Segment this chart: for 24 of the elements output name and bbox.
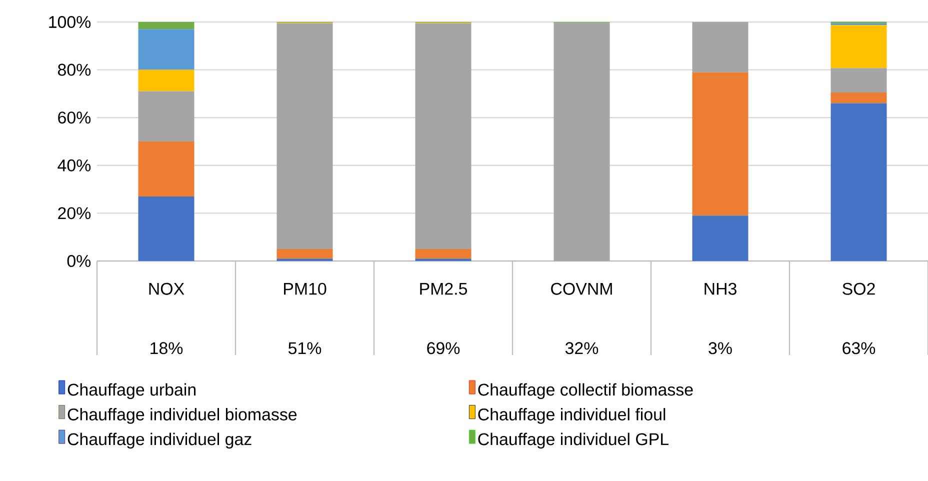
text: 51% xyxy=(288,342,322,354)
y-tick-label: 60% xyxy=(58,112,91,124)
text: 63% xyxy=(842,342,876,354)
y-tick-label: 20% xyxy=(58,207,91,220)
x-tick-label: NOX xyxy=(149,282,184,295)
legend-label: Chauffage individuel fioul xyxy=(478,408,666,424)
x-tick-label: PM2.5 xyxy=(420,282,468,295)
text: 18% xyxy=(150,342,183,354)
legend-label: Chauffage individuel biomasse xyxy=(68,408,297,424)
legend-label: Chauffage collectif biomasse xyxy=(478,383,693,400)
text: 69% xyxy=(427,342,460,354)
x-tick-label: SO2 xyxy=(842,282,875,295)
legend-label: Chauffage individuel GPL xyxy=(478,432,669,449)
y-tick-label: 0% xyxy=(67,255,91,267)
text: 32% xyxy=(565,342,598,354)
text: 3% xyxy=(708,342,732,354)
y-tick-label: 80% xyxy=(58,64,91,76)
x-tick-label: PM10 xyxy=(284,282,326,295)
x-tick-label: NH3 xyxy=(704,282,736,295)
y-tick-label: 40% xyxy=(58,159,91,172)
y-tick-label: 100% xyxy=(49,16,91,28)
legend-label: Chauffage urbain xyxy=(68,383,196,400)
legend-label: Chauffage individuel gaz xyxy=(68,432,252,449)
x-tick-label: COVNM xyxy=(551,282,612,295)
